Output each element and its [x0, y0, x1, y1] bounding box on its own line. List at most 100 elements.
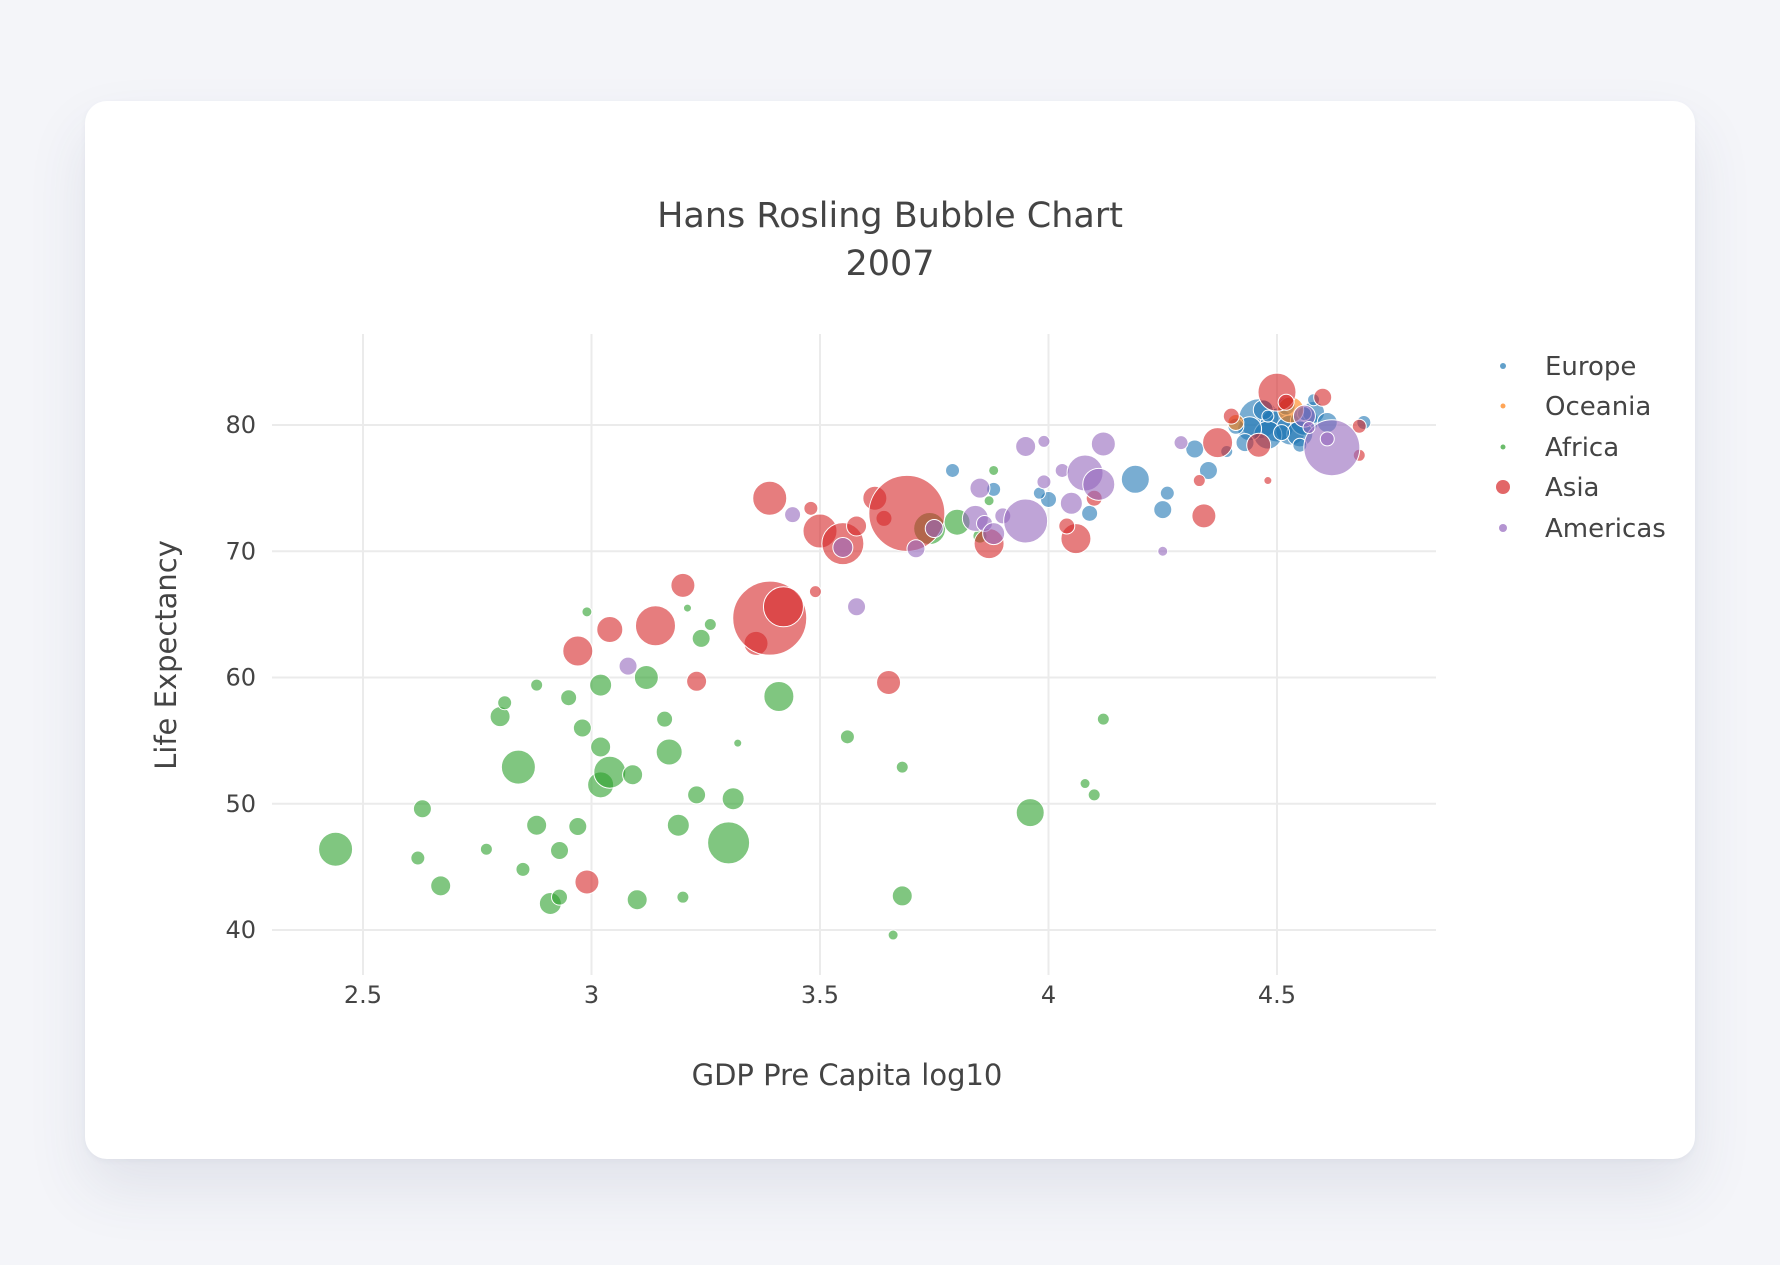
bubble-africa[interactable] [581, 606, 593, 618]
bubble-africa[interactable] [410, 850, 426, 866]
bubble-americas[interactable] [924, 519, 944, 539]
bubble-asia[interactable] [596, 616, 624, 644]
bubble-africa[interactable] [682, 603, 692, 613]
bubble-europe[interactable] [1153, 500, 1173, 520]
bubble-asia[interactable] [762, 586, 804, 628]
bubble-africa[interactable] [721, 787, 745, 811]
bubble-africa[interactable] [590, 736, 612, 758]
bubble-asia[interactable] [562, 635, 594, 667]
bubble-asia[interactable] [1191, 503, 1217, 529]
bubble-africa[interactable] [412, 799, 432, 819]
bubble-americas[interactable] [1003, 498, 1049, 544]
bubble-africa[interactable] [1015, 798, 1045, 828]
bubble-asia[interactable] [846, 515, 868, 537]
bubble-africa[interactable] [691, 628, 711, 648]
bubble-asia[interactable] [1246, 432, 1272, 458]
bubble-americas[interactable] [1037, 434, 1051, 448]
bubble-americas[interactable] [832, 536, 854, 558]
bubble-africa[interactable] [526, 814, 548, 836]
bubble-africa[interactable] [687, 785, 707, 805]
bubble-africa[interactable] [895, 760, 909, 774]
bubble-americas[interactable] [1303, 419, 1361, 477]
bubble-asia[interactable] [868, 474, 946, 552]
bubble-africa[interactable] [666, 813, 690, 837]
bubble-asia[interactable] [686, 670, 708, 692]
bubble-africa[interactable] [568, 816, 588, 836]
bubble-africa[interactable] [572, 718, 592, 738]
bubble-americas[interactable] [618, 656, 638, 676]
bubble-asia[interactable] [1313, 387, 1333, 407]
bubble-europe[interactable] [1198, 460, 1218, 480]
bubble-africa[interactable] [500, 749, 536, 785]
bubble-africa[interactable] [560, 689, 578, 707]
bubble-asia[interactable] [1351, 418, 1367, 434]
bubble-asia[interactable] [670, 572, 696, 598]
bubble-europe[interactable] [1159, 485, 1175, 501]
bubble-africa[interactable] [676, 890, 690, 904]
bubble-africa[interactable] [887, 929, 899, 941]
bubble-africa[interactable] [622, 764, 644, 786]
bubble-americas[interactable] [969, 477, 991, 499]
legend-item-oceania[interactable]: Oceania [1500, 392, 1652, 422]
bubble-asia[interactable] [808, 585, 822, 599]
bubble-africa[interactable] [515, 861, 531, 877]
bubble-americas[interactable] [982, 522, 1006, 546]
bubble-africa[interactable] [656, 710, 674, 728]
bubble-americas[interactable] [1173, 435, 1189, 451]
bubble-africa[interactable] [593, 755, 627, 789]
bubble-americas[interactable] [1036, 474, 1052, 490]
bubble-africa[interactable] [707, 821, 751, 865]
bubble-europe[interactable] [1081, 504, 1099, 522]
bubble-africa[interactable] [655, 738, 683, 766]
bubble-asia[interactable] [634, 605, 676, 647]
bubble-americas[interactable] [847, 597, 867, 617]
bubble-africa[interactable] [430, 875, 452, 897]
bubble-africa[interactable] [550, 840, 570, 860]
bubble-africa[interactable] [988, 464, 1000, 476]
bubble-asia[interactable] [574, 869, 600, 895]
bubble-africa[interactable] [983, 495, 995, 507]
legend[interactable]: Europe Oceania Africa Asia Americas [1496, 352, 1666, 544]
legend-item-africa[interactable]: Africa [1500, 433, 1620, 463]
bubble-europe[interactable] [1273, 424, 1291, 442]
bubble-americas[interactable] [1157, 545, 1169, 557]
bubble-africa[interactable] [551, 888, 569, 906]
bubble-americas[interactable] [1090, 431, 1116, 457]
bubble-africa[interactable] [733, 738, 743, 748]
legend-item-americas[interactable]: Americas [1499, 514, 1666, 544]
bubble-africa[interactable] [839, 729, 855, 745]
bubble-asia[interactable] [876, 670, 902, 696]
bubble-asia[interactable] [1263, 476, 1273, 486]
bubble-asia[interactable] [803, 500, 819, 516]
legend-item-asia[interactable]: Asia [1496, 473, 1600, 503]
bubble-africa[interactable] [589, 673, 613, 697]
bubble-africa[interactable] [703, 617, 717, 631]
bubble-americas[interactable] [1015, 435, 1037, 457]
bubble-africa[interactable] [497, 695, 513, 711]
bubble-africa[interactable] [479, 842, 493, 856]
bubble-asia[interactable] [1202, 427, 1234, 459]
bubble-africa[interactable] [1096, 712, 1110, 726]
bubble-americas[interactable] [906, 539, 926, 559]
bubble-europe[interactable] [1261, 409, 1275, 423]
bubble-africa[interactable] [763, 680, 795, 712]
bubble-asia[interactable] [1222, 407, 1240, 425]
bubble-europe[interactable] [945, 462, 961, 478]
bubble-americas[interactable] [1302, 421, 1316, 435]
legend-item-europe[interactable]: Europe [1500, 352, 1636, 382]
bubble-africa[interactable] [1087, 788, 1101, 802]
bubble-americas[interactable] [1319, 431, 1335, 447]
bubble-asia[interactable] [1058, 517, 1076, 535]
bubble-asia[interactable] [1192, 474, 1206, 488]
bubble-africa[interactable] [530, 678, 544, 692]
bubble-asia[interactable] [1277, 393, 1295, 411]
bubble-africa[interactable] [626, 889, 648, 911]
bubble-europe[interactable] [1120, 464, 1150, 494]
bubble-africa[interactable] [318, 831, 354, 867]
bubble-asia[interactable] [752, 480, 788, 516]
bubble-africa[interactable] [1079, 778, 1091, 790]
bubble-africa[interactable] [633, 665, 659, 690]
bubble-americas[interactable] [1059, 491, 1083, 515]
bubble-africa[interactable] [891, 885, 913, 907]
bubble-americas[interactable] [1082, 467, 1116, 501]
